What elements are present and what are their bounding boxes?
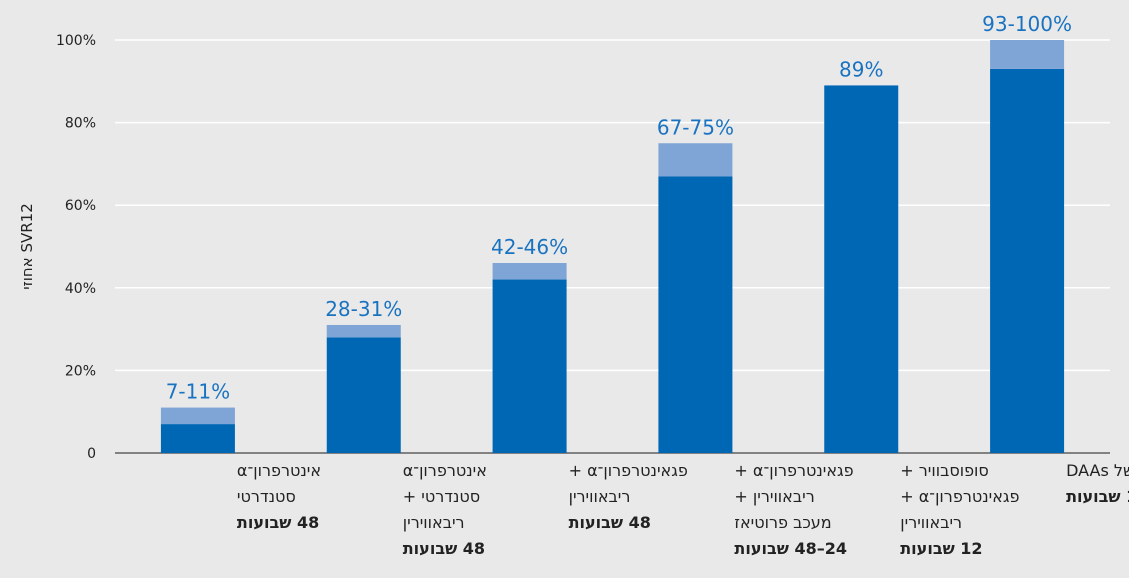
bar-low [658,176,733,454]
x-tick-label: אינטרפרון־α [237,461,321,480]
bar-range [160,407,235,425]
x-tick-label: סטנדרטי [237,487,296,506]
data-label: 89% [839,57,883,81]
bar-low [160,424,235,453]
x-tick-label: פגאינטרפרון־α + [734,461,853,480]
x-axis-labels: אינטרפרון־α סטנדרטי 48 שבועות אינטרפרון־α סט… [237,461,1129,558]
x-tick-label: ריבאווירין + [734,487,814,506]
bar-low [492,279,567,453]
x-tick-label: ריבאווירין [569,487,631,506]
bar-low [824,85,899,454]
x-tick-label: ריבאווירין [403,513,465,532]
x-tick-label-duration: 48 שבועות [403,539,485,558]
x-tick-label: פגאינטרפרון־α + [900,487,1019,506]
data-label: 67-75% [657,115,734,139]
x-tick-label: פגאינטרפרון־α + [569,461,688,480]
x-tick-label: סופוסבוויר + [900,461,989,480]
y-tick-label: 20% [65,363,96,379]
y-tick-label: 60% [65,198,96,214]
x-tick-label-duration: 12 שבועות [1066,487,1129,506]
bar-range [990,40,1065,69]
data-label: 7-11% [166,380,230,404]
gridlines [115,39,1110,372]
bars: 7-11% 28-31% 42-46% 67-75% 89% 93-100% [160,12,1072,454]
x-tick-label: שילוב של DAAs [1066,461,1129,480]
x-tick-label-duration: 48 שבועות [569,513,651,532]
bar-range [492,263,567,280]
bar-range [326,324,401,338]
bar-low [990,68,1065,453]
y-axis: 0 20% 40% 60% 80% 100% [56,33,1110,462]
data-label: 93-100% [982,12,1072,36]
data-label: 28-31% [325,297,402,321]
data-label: 42-46% [491,235,568,259]
y-axis-label: אחוזי SVR12 [18,203,36,290]
x-tick-label: מעכב פרוטיאז [734,513,831,532]
bar-low [326,337,401,453]
x-tick-label-duration: 12 שבועות [900,539,982,558]
x-tick-label: ריבאווירין [900,513,962,532]
y-tick-label: 100% [56,33,96,49]
x-tick-label-duration: 24–48 שבועות [734,539,847,558]
x-tick-label-duration: 48 שבועות [237,513,319,532]
x-tick-label: סטנדרטי + [403,487,480,506]
y-tick-label: 80% [65,116,96,132]
x-tick-label: אינטרפרון־α [403,461,487,480]
y-tick-label: 0 [87,446,96,462]
y-tick-label: 40% [65,281,96,297]
bar-range [658,143,733,177]
